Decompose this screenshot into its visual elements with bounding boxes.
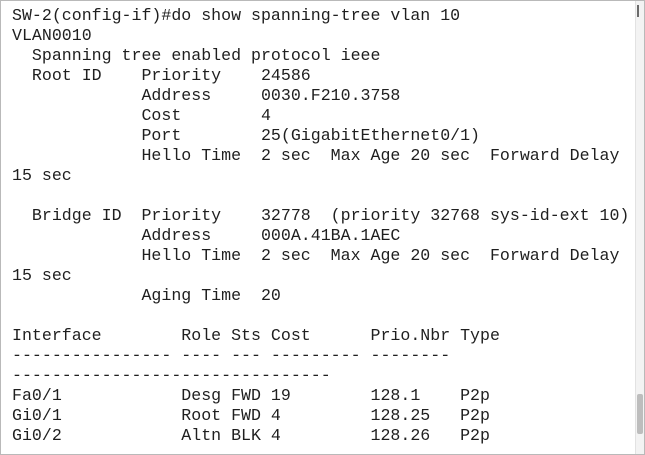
terminal-line: 15 sec — [12, 266, 72, 285]
terminal-line: Hello Time 2 sec Max Age 20 sec Forward … — [12, 146, 620, 165]
terminal-line: Hello Time 2 sec Max Age 20 sec Forward … — [12, 246, 620, 265]
terminal-line: Cost 4 — [12, 106, 271, 125]
terminal-line: 15 sec — [12, 166, 72, 185]
terminal-line: Gi0/2 Altn BLK 4 128.26 P2p — [12, 426, 490, 445]
terminal-line: Port 25(GigabitEthernet0/1) — [12, 126, 481, 145]
terminal-line: SW-2(config-if)#do show spanning-tree vl… — [12, 6, 461, 25]
terminal-line: Bridge ID Priority 32778 (priority 32768… — [12, 206, 630, 225]
terminal-line: Spanning tree enabled protocol ieee — [12, 46, 381, 65]
terminal-line: Aging Time 20 — [12, 286, 281, 305]
vertical-scrollbar[interactable] — [635, 1, 644, 454]
terminal-line: Gi0/1 Root FWD 4 128.25 P2p — [12, 406, 490, 425]
terminal-line: VLAN0010 — [12, 26, 92, 45]
scrollbar-top-cap-icon — [637, 5, 643, 17]
terminal-line: Interface Role Sts Cost Prio.Nbr Type — [12, 326, 500, 345]
scrollbar-thumb[interactable] — [637, 394, 643, 434]
terminal-line: Address 000A.41BA.1AEC — [12, 226, 401, 245]
terminal-line: Fa0/1 Desg FWD 19 128.1 P2p — [12, 386, 490, 405]
terminal-line: Address 0030.F210.3758 — [12, 86, 401, 105]
terminal-line: Root ID Priority 24586 — [12, 66, 311, 85]
terminal-line: -------------------------------- — [12, 366, 331, 385]
terminal-line: ---------------- ---- --- --------- ----… — [12, 346, 451, 365]
